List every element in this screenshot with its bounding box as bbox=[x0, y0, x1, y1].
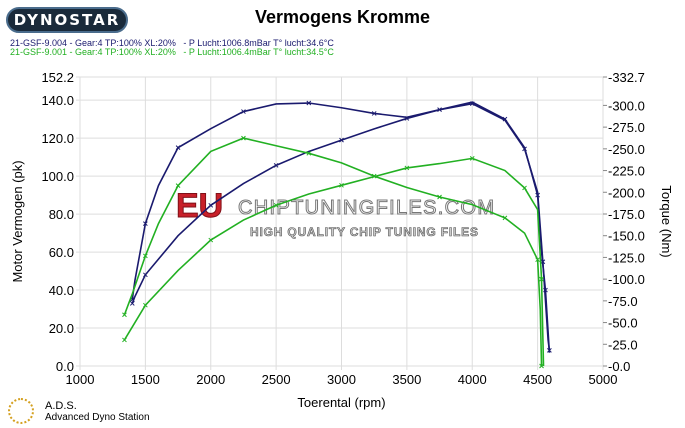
y-axis-label: Motor Vermogen (pk) bbox=[10, 160, 25, 282]
y-tick-label: 140.0 bbox=[41, 93, 74, 108]
data-point-marker bbox=[469, 101, 475, 107]
watermark-site: CHIPTUNINGFILES.COM bbox=[238, 197, 494, 219]
data-point-marker bbox=[129, 301, 135, 306]
x-tick-label: 1500 bbox=[131, 372, 160, 387]
data-point-marker bbox=[522, 185, 527, 191]
x-tick-label: 4000 bbox=[458, 372, 487, 387]
ads-long: Advanced Dyno Station bbox=[45, 412, 150, 423]
data-point-marker bbox=[306, 100, 312, 106]
data-point-marker bbox=[175, 183, 181, 188]
data-point-marker bbox=[306, 150, 312, 156]
data-point-marker bbox=[540, 259, 546, 265]
y-tick-label: 60.0 bbox=[49, 245, 74, 260]
watermark-tagline: HIGH QUALITY CHIP TUNING FILES bbox=[250, 225, 478, 239]
series-line-4 bbox=[123, 157, 545, 367]
data-point-marker bbox=[143, 302, 148, 308]
y2-tick-label: -75.0 bbox=[608, 294, 638, 309]
data-point-marker bbox=[208, 237, 214, 243]
y2-tick-label: -125.0 bbox=[608, 250, 645, 265]
x-tick-label: 3500 bbox=[392, 372, 421, 387]
data-point-marker bbox=[175, 145, 181, 150]
data-point-marker bbox=[241, 135, 246, 141]
y2-tick-label: -50.0 bbox=[608, 316, 638, 331]
x-tick-label: 5000 bbox=[589, 372, 618, 387]
ads-logo-icon bbox=[8, 398, 34, 424]
data-point-marker bbox=[371, 111, 377, 116]
legend-entry-1: 21-GSF-9.004 - Gear:4 TP:100% XL:20% - P… bbox=[10, 38, 334, 48]
y2-tick-label: -275.0 bbox=[608, 120, 645, 135]
x-tick-label: 3000 bbox=[327, 372, 356, 387]
data-point-marker bbox=[547, 348, 552, 353]
y-tick-label: 0.0 bbox=[56, 359, 74, 374]
y2-axis-label: Torque (Nm) bbox=[659, 185, 674, 257]
data-point-marker bbox=[469, 156, 475, 161]
x-tick-label: 4500 bbox=[523, 372, 552, 387]
data-point-marker bbox=[122, 312, 127, 318]
data-point-marker bbox=[208, 202, 214, 208]
y-tick-label: 100.0 bbox=[41, 169, 74, 184]
y-tick-label: 20.0 bbox=[49, 321, 74, 336]
y-tick-label: 80.0 bbox=[49, 207, 74, 222]
ads-short: A.D.S. bbox=[45, 400, 77, 412]
data-point-marker bbox=[122, 337, 127, 343]
dynostar-logo: DYNOSTAR bbox=[6, 7, 128, 33]
data-point-marker bbox=[404, 165, 410, 171]
data-point-marker bbox=[502, 116, 508, 122]
data-point-marker bbox=[522, 146, 527, 152]
y2-tick-label: -175.0 bbox=[608, 207, 645, 222]
data-point-marker bbox=[143, 253, 148, 259]
series-line-2 bbox=[131, 102, 551, 351]
y2-tick-label: -250.0 bbox=[608, 142, 645, 157]
y2-tick-label: -100.0 bbox=[608, 272, 645, 287]
legend-entry-2: 21-GSF-9.001 - Gear:4 TP:100% XL:20% - P… bbox=[10, 47, 334, 57]
x-tick-label: 1000 bbox=[66, 372, 95, 387]
data-point-marker bbox=[539, 276, 544, 282]
data-point-marker bbox=[143, 272, 148, 278]
y-tick-label: 152.2 bbox=[41, 70, 74, 85]
ads-footer: A.D.S. Advanced Dyno Station bbox=[45, 400, 150, 424]
data-point-marker bbox=[535, 257, 540, 263]
x-tick-label: 2500 bbox=[262, 372, 291, 387]
data-point-marker bbox=[241, 109, 246, 114]
data-point-marker bbox=[143, 221, 148, 226]
data-point-marker bbox=[404, 116, 410, 121]
data-point-marker bbox=[339, 182, 344, 188]
y-tick-label: 40.0 bbox=[49, 283, 74, 298]
data-point-marker bbox=[273, 162, 279, 168]
chart-title: Vermogens Kromme bbox=[254, 7, 431, 27]
y2-tick-label: -25.0 bbox=[608, 337, 638, 352]
data-point-marker bbox=[273, 202, 279, 208]
y2-tick-label: -200.0 bbox=[608, 185, 645, 200]
data-point-marker bbox=[339, 137, 344, 143]
watermark-eu: EU bbox=[176, 187, 223, 225]
data-point-marker bbox=[502, 215, 508, 221]
y2-tick-label: -225.0 bbox=[608, 164, 645, 179]
data-point-marker bbox=[437, 194, 442, 200]
series-line-3 bbox=[123, 137, 543, 367]
x-tick-label: 2000 bbox=[196, 372, 225, 387]
y2-tick-label: -300.0 bbox=[608, 98, 645, 113]
y2-tick-label: -332.7 bbox=[608, 70, 645, 85]
y-tick-label: 120.0 bbox=[41, 131, 74, 146]
x-axis-label: Toerental (rpm) bbox=[297, 395, 385, 410]
y2-tick-label: -0.0 bbox=[608, 359, 630, 374]
y2-tick-label: -150.0 bbox=[608, 229, 645, 244]
